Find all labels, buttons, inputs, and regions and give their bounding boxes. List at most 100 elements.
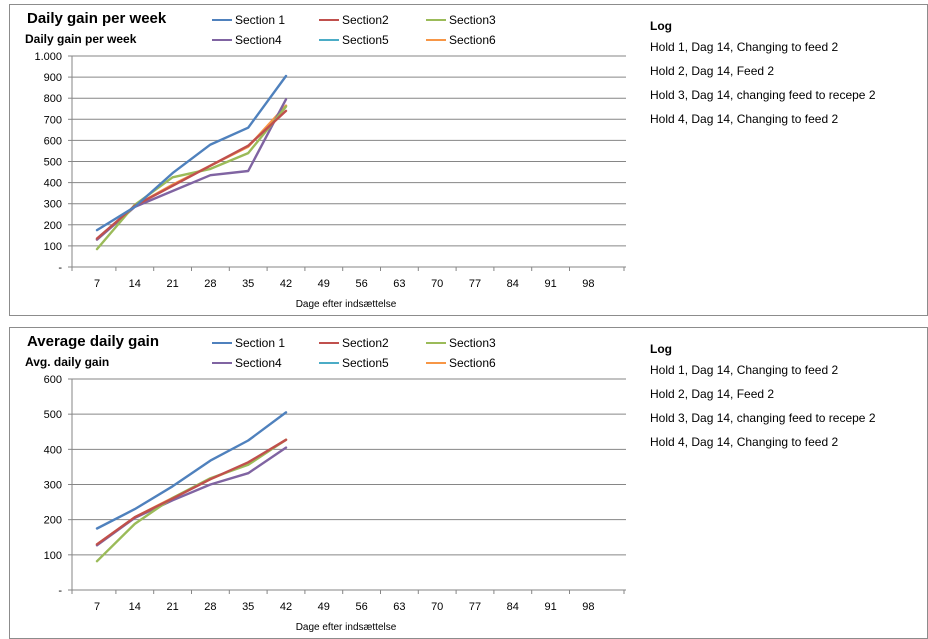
- x-tick-label: 35: [242, 601, 254, 613]
- y-tick-label: -: [58, 585, 62, 597]
- chart-title: Average daily gain: [27, 333, 159, 350]
- legend-swatch: [319, 19, 339, 21]
- series-line-section4: [97, 448, 286, 546]
- legend-item: Section6: [426, 356, 496, 370]
- legend-item: Section4: [212, 356, 282, 370]
- log-entry: Hold 1, Dag 14, Changing to feed 2: [650, 358, 925, 382]
- x-tick-label: 98: [582, 601, 594, 613]
- legend-label: Section5: [342, 33, 389, 47]
- y-tick-label: 300: [44, 480, 62, 492]
- y-axis-label: Avg. daily gain: [25, 355, 109, 369]
- y-tick-label: 900: [44, 72, 62, 84]
- x-tick-label: 35: [242, 278, 254, 290]
- legend-swatch: [426, 39, 446, 41]
- legend-item: Section2: [319, 13, 389, 27]
- x-tick-label: 84: [507, 601, 519, 613]
- log-entry: Hold 4, Dag 14, Changing to feed 2: [650, 107, 925, 131]
- legend-swatch: [319, 362, 339, 364]
- legend-label: Section6: [449, 356, 496, 370]
- legend-label: Section2: [342, 13, 389, 27]
- y-tick-label: 800: [44, 93, 62, 105]
- chart-legend: Section 1 Section2 Section3 Section4 Section…: [212, 336, 532, 372]
- y-tick-label: 400: [44, 444, 62, 456]
- y-tick-label: 600: [44, 135, 62, 147]
- x-tick-label: 91: [544, 278, 556, 290]
- y-tick-label: 100: [44, 241, 62, 253]
- legend-label: Section4: [235, 356, 282, 370]
- series-line-section1: [97, 412, 286, 528]
- log-panel: Log Hold 1, Dag 14, Changing to feed 2 H…: [650, 15, 925, 131]
- legend-item: Section3: [426, 13, 496, 27]
- y-tick-label: 1.000: [34, 51, 62, 63]
- chart-title: Daily gain per week: [27, 10, 166, 27]
- x-tick-label: 21: [166, 278, 178, 290]
- x-tick-label: 56: [355, 278, 367, 290]
- chart-panel-average-daily-gain: -100 200 300 400 500 600 7 14 21 28 35 42 49 56 63 70 77…: [9, 327, 928, 639]
- legend-item: Section 1: [212, 13, 285, 27]
- legend-label: Section 1: [235, 13, 285, 27]
- legend-swatch: [426, 342, 446, 344]
- log-entry: Hold 2, Dag 14, Feed 2: [650, 59, 925, 83]
- x-tick-label: 7: [94, 601, 100, 613]
- x-tick-label: 42: [280, 278, 292, 290]
- legend-item: Section5: [319, 356, 389, 370]
- x-axis-label: Dage efter indsættelse: [296, 299, 397, 310]
- x-tick-label: 70: [431, 601, 443, 613]
- x-tick-label: 42: [280, 601, 292, 613]
- legend-label: Section5: [342, 356, 389, 370]
- legend-swatch: [319, 342, 339, 344]
- legend-item: Section2: [319, 336, 389, 350]
- y-tick-label: 500: [44, 409, 62, 421]
- x-tick-label: 91: [544, 601, 556, 613]
- legend-swatch: [212, 362, 232, 364]
- legend-swatch: [212, 342, 232, 344]
- y-tick-label: 400: [44, 178, 62, 190]
- legend-label: Section 1: [235, 336, 285, 350]
- y-tick-label: 300: [44, 199, 62, 211]
- legend-swatch: [212, 39, 232, 41]
- log-entry: Hold 1, Dag 14, Changing to feed 2: [650, 35, 925, 59]
- chart-legend: Section 1 Section2 Section3 Section4 Section…: [212, 13, 532, 49]
- x-tick-label: 14: [129, 278, 141, 290]
- x-tick-label: 21: [166, 601, 178, 613]
- legend-swatch: [426, 19, 446, 21]
- y-tick-label: -: [58, 262, 62, 274]
- series-line-section2: [97, 111, 286, 239]
- legend-label: Section3: [449, 336, 496, 350]
- x-tick-label: 7: [94, 278, 100, 290]
- y-tick-label: 700: [44, 114, 62, 126]
- series-line-section4: [97, 99, 286, 239]
- legend-label: Section2: [342, 336, 389, 350]
- x-tick-label: 84: [507, 278, 519, 290]
- x-tick-label: 28: [204, 601, 216, 613]
- x-tick-label: 63: [393, 601, 405, 613]
- legend-label: Section3: [449, 13, 496, 27]
- legend-item: Section3: [426, 336, 496, 350]
- legend-swatch: [319, 39, 339, 41]
- legend-item: Section5: [319, 33, 389, 47]
- log-panel: Log Hold 1, Dag 14, Changing to feed 2 H…: [650, 338, 925, 454]
- x-tick-label: 70: [431, 278, 443, 290]
- log-entry: Hold 3, Dag 14, changing feed to recepe …: [650, 406, 925, 430]
- x-tick-label: 77: [469, 601, 481, 613]
- log-title: Log: [650, 17, 925, 35]
- x-tick-label: 63: [393, 278, 405, 290]
- legend-label: Section6: [449, 33, 496, 47]
- log-entry: Hold 3, Dag 14, changing feed to recepe …: [650, 83, 925, 107]
- y-axis-label: Daily gain per week: [25, 32, 136, 46]
- y-tick-label: 500: [44, 157, 62, 169]
- x-axis-label: Dage efter indsættelse: [296, 622, 397, 633]
- y-tick-label: 200: [44, 515, 62, 527]
- x-tick-label: 49: [318, 601, 330, 613]
- y-tick-label: 200: [44, 220, 62, 232]
- log-entry: Hold 2, Dag 14, Feed 2: [650, 382, 925, 406]
- legend-swatch: [426, 362, 446, 364]
- log-entry: Hold 4, Dag 14, Changing to feed 2: [650, 430, 925, 454]
- legend-item: Section 1: [212, 336, 285, 350]
- x-tick-label: 56: [355, 601, 367, 613]
- legend-item: Section4: [212, 33, 282, 47]
- x-tick-label: 49: [318, 278, 330, 290]
- chart-panel-daily-gain-per-week: -100 200 300 400 500 600 700 800 900 1.000 7 14 21 28…: [9, 4, 928, 316]
- legend-swatch: [212, 19, 232, 21]
- log-title: Log: [650, 340, 925, 358]
